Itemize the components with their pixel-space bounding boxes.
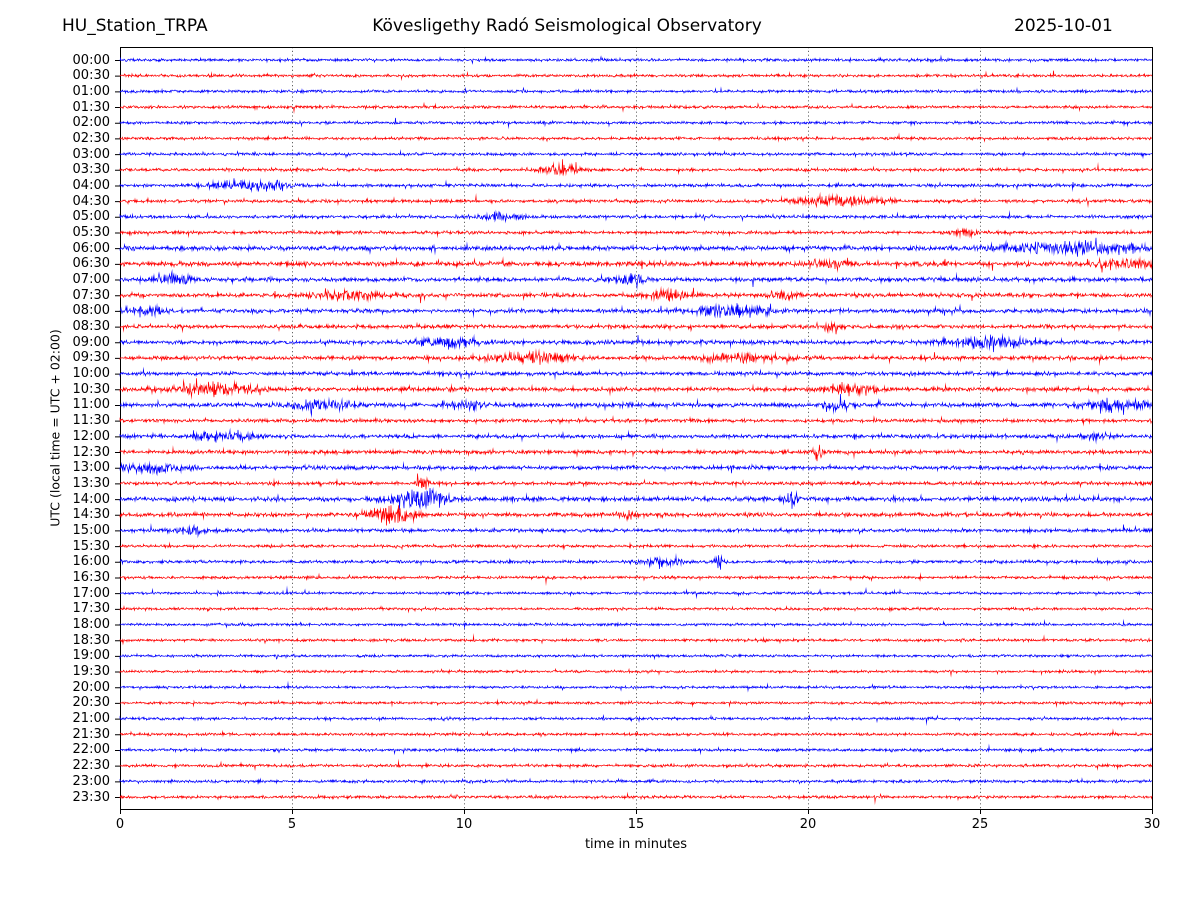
x-tick-label: 20 (799, 817, 817, 832)
y-tick-label: 23:00 (72, 773, 110, 789)
y-tick-label: 18:30 (72, 632, 110, 648)
x-tick-label: 10 (455, 817, 473, 832)
y-tick-label: 00:00 (72, 52, 110, 68)
y-tick-label: 20:30 (72, 695, 110, 711)
y-tick-label: 21:00 (72, 711, 110, 727)
y-tick-label: 04:30 (72, 193, 110, 209)
y-tick-label: 03:30 (72, 162, 110, 178)
y-tick-label: 19:30 (72, 664, 110, 680)
y-tick-label: 13:30 (72, 475, 110, 491)
y-tick-label: 04:00 (72, 177, 110, 193)
y-tick-label: 07:00 (72, 272, 110, 288)
x-tick-label: 5 (287, 817, 297, 832)
y-tick-label: 11:30 (72, 413, 110, 429)
y-tick-label: 05:30 (72, 224, 110, 240)
y-tick-label: 22:30 (72, 758, 110, 774)
y-tick-label: 17:30 (72, 601, 110, 617)
y-tick-label: 06:30 (72, 256, 110, 272)
y-tick-label: 00:30 (72, 68, 110, 84)
figure-title: Kövesligethy Radó Seismological Observat… (372, 16, 762, 36)
y-tick-label: 07:30 (72, 287, 110, 303)
y-tick-label: 23:30 (72, 789, 110, 805)
y-tick-label: 05:00 (72, 209, 110, 225)
y-tick-label: 02:00 (72, 115, 110, 131)
y-tick-label: 18:00 (72, 617, 110, 632)
y-tick-label: 14:30 (72, 507, 110, 523)
y-tick-label: 10:00 (72, 366, 110, 382)
x-tick-label: 0 (115, 817, 125, 832)
y-tick-label: 22:00 (72, 742, 110, 758)
y-tick-label: 17:00 (72, 585, 110, 601)
y-tick-label: 20:00 (72, 679, 110, 695)
y-tick-label: 06:00 (72, 240, 110, 256)
y-axis-label: UTC (local time = UTC + 02:00) (47, 329, 63, 527)
x-axis-label: time in minutes (584, 837, 688, 852)
y-tick-label: 13:00 (72, 460, 110, 476)
station-title: HU_Station_TRPA (62, 16, 208, 36)
y-tick-label: 16:00 (72, 554, 110, 570)
y-tick-label: 12:30 (72, 444, 110, 460)
x-tick-label: 15 (627, 817, 645, 832)
y-tick-label: 09:00 (72, 334, 110, 350)
y-tick-label: 08:30 (72, 319, 110, 335)
y-tick-label: 02:30 (72, 130, 110, 146)
y-tick-label: 10:30 (72, 381, 110, 397)
y-tick-label: 15:30 (72, 538, 110, 554)
y-tick-label: 01:00 (72, 83, 110, 99)
y-tick-label: 11:00 (72, 397, 110, 413)
y-tick-label: 01:30 (72, 99, 110, 115)
date-label: 2025-10-01 (1014, 16, 1113, 36)
y-tick-label: 15:00 (72, 522, 110, 538)
y-tick-label: 19:00 (72, 648, 110, 664)
y-tick-label: 12:00 (72, 428, 110, 444)
y-tick-label: 16:30 (72, 569, 110, 585)
y-tick-label: 03:00 (72, 146, 110, 162)
y-tick-label: 21:30 (72, 726, 110, 742)
y-tick-label: 14:00 (72, 491, 110, 507)
y-tick-label: 08:00 (72, 303, 110, 319)
x-tick-label: 25 (971, 817, 989, 832)
y-tick-label: 09:30 (72, 350, 110, 366)
x-tick-label: 30 (1143, 817, 1161, 832)
